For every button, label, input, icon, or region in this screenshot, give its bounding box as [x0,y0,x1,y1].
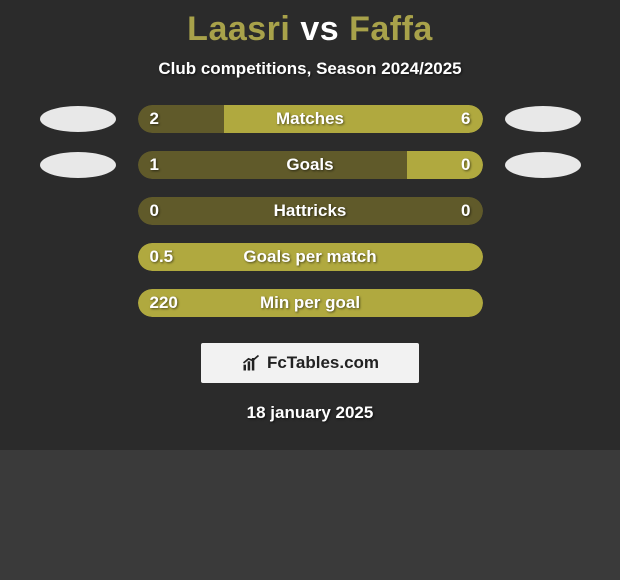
stat-label: Goals [138,151,483,179]
badge-ellipse [40,152,116,178]
badge-ellipse [40,106,116,132]
team-badge-left [38,197,118,225]
stat-value-right: 0 [461,197,470,225]
team-badge-right [503,289,583,317]
stat-value-right: 0 [461,151,470,179]
stat-label: Matches [138,105,483,133]
stat-bar: 0Hattricks0 [138,197,483,225]
stat-label: Goals per match [138,243,483,271]
stat-value-right: 6 [461,105,470,133]
stat-bar: 0.5Goals per match [138,243,483,271]
date-label: 18 january 2025 [0,403,620,423]
team-badge-left [38,105,118,133]
stat-bar: 1Goals0 [138,151,483,179]
team-badge-right [503,105,583,133]
logo-text: FcTables.com [267,353,379,373]
page-title: Laasri vs Faffa [0,10,620,49]
stat-bar: 2Matches6 [138,105,483,133]
chart-icon [241,353,261,373]
team-badge-right [503,197,583,225]
comparison-card: Laasri vs Faffa Club competitions, Seaso… [0,0,620,450]
vs-label: vs [300,10,339,48]
team-badge-left [38,243,118,271]
player1-name: Laasri [187,10,290,48]
team-badge-right [503,151,583,179]
stat-rows: 2Matches61Goals00Hattricks00.5Goals per … [0,105,620,317]
team-badge-right [503,243,583,271]
stat-row: 0.5Goals per match [0,243,620,271]
player2-name: Faffa [349,10,433,48]
team-badge-left [38,289,118,317]
stat-row: 2Matches6 [0,105,620,133]
source-logo: FcTables.com [201,343,419,383]
stat-row: 220Min per goal [0,289,620,317]
badge-ellipse [505,106,581,132]
subtitle: Club competitions, Season 2024/2025 [0,59,620,79]
team-badge-left [38,151,118,179]
badge-ellipse [505,152,581,178]
stat-row: 1Goals0 [0,151,620,179]
stat-label: Hattricks [138,197,483,225]
stat-bar: 220Min per goal [138,289,483,317]
stat-label: Min per goal [138,289,483,317]
stat-row: 0Hattricks0 [0,197,620,225]
